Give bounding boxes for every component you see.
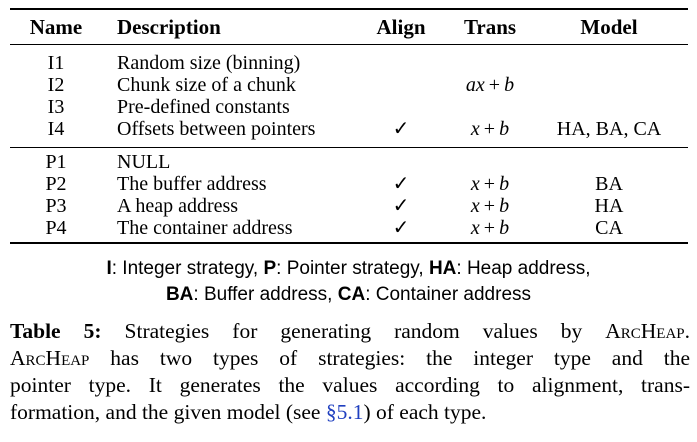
cell-description: Pre-defined constants — [117, 96, 290, 118]
caption-label: Table 5: — [10, 319, 102, 343]
caption-line-4: formation, and the given model (see §5.1… — [10, 399, 690, 426]
cell-name: P2 — [45, 173, 67, 195]
header-align: Align — [376, 15, 426, 39]
legend-key: P — [263, 258, 277, 279]
legend-key: CA — [337, 284, 366, 305]
cell-trans: x + b — [470, 195, 510, 217]
cell-name: I3 — [47, 96, 65, 118]
cell-align: ✓ — [392, 195, 410, 217]
caption-line-2: ArcHeap has two types of strategies: the… — [10, 345, 690, 372]
table-bottom-rule — [10, 242, 688, 244]
cell-name: P4 — [45, 217, 67, 239]
legend-text: : Container address — [365, 284, 532, 305]
cell-trans: x + b — [470, 217, 510, 239]
cell-model: HA — [594, 195, 624, 217]
table-top-rule — [10, 8, 688, 10]
caption-text: has two types of strategies: the integer… — [89, 346, 690, 370]
cell-name: P1 — [45, 151, 67, 173]
caption-text: formation, and the given model (see — [10, 400, 326, 424]
cell-name: I4 — [47, 118, 65, 140]
caption-text: Strategies for generating random values … — [101, 319, 606, 343]
table-header-rule — [10, 44, 688, 45]
caption-line-3: pointer type. It generates the values ac… — [10, 372, 690, 399]
cell-name: I1 — [47, 52, 65, 74]
cell-description: Random size (binning) — [117, 52, 301, 74]
tool-name: ArcHeap — [605, 319, 685, 343]
legend-text: : Buffer address, — [193, 284, 338, 305]
tool-name: ArcHeap — [10, 346, 90, 370]
cell-align: ✓ — [392, 118, 410, 140]
legend-text: : Heap address, — [456, 258, 591, 279]
cell-align: ✓ — [392, 217, 410, 239]
cell-model: CA — [595, 217, 623, 239]
cell-trans: x + b — [470, 173, 510, 195]
legend-key: I — [106, 258, 112, 279]
cell-description: The container address — [117, 217, 293, 239]
legend-text: : Pointer strategy, — [276, 258, 429, 279]
legend-key: BA — [165, 284, 194, 305]
cell-model: BA — [595, 173, 623, 195]
cell-model: HA, BA, CA — [556, 118, 662, 140]
caption-text: . — [684, 319, 690, 343]
cell-description: Chunk size of a chunk — [117, 74, 296, 96]
header-model: Model — [580, 15, 638, 39]
cell-description: NULL — [117, 151, 171, 173]
cell-description: Offsets between pointers — [117, 118, 316, 140]
cell-trans: x + b — [470, 118, 510, 140]
table-caption: Table 5: Strategies for generating rando… — [10, 318, 690, 426]
cell-align: ✓ — [392, 173, 410, 195]
legend-key: HA — [428, 258, 457, 279]
table-group-rule — [10, 147, 688, 148]
caption-text: ) of each type. — [363, 400, 487, 424]
table-legend: I: Integer strategy, P: Pointer strategy… — [0, 257, 697, 307]
cell-trans: ax + b — [465, 74, 515, 96]
cell-description: A heap address — [117, 195, 239, 217]
header-description: Description — [117, 15, 221, 39]
cell-description: The buffer address — [117, 173, 267, 195]
header-trans: Trans — [463, 15, 517, 39]
section-reference-link[interactable]: §5.1 — [325, 400, 364, 424]
legend-text: : Integer strategy, — [111, 258, 264, 279]
cell-name: P3 — [45, 195, 67, 217]
caption-text: pointer type. It generates the values ac… — [10, 373, 690, 397]
header-name: Name — [29, 15, 83, 39]
caption-line-1: Table 5: Strategies for generating rando… — [10, 318, 690, 345]
legend-line-2: BA: Buffer address, CA: Container addres… — [0, 283, 697, 307]
cell-name: I2 — [47, 74, 65, 96]
legend-line-1: I: Integer strategy, P: Pointer strategy… — [0, 257, 697, 281]
